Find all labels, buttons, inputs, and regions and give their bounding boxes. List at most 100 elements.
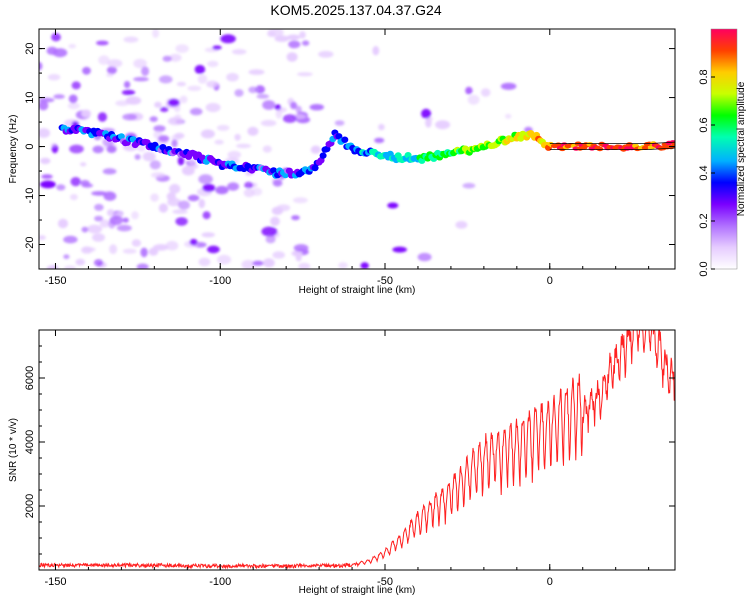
spectrogram-cell bbox=[198, 174, 213, 185]
spectrogram-cell bbox=[220, 34, 236, 44]
spectrogram-cell bbox=[421, 108, 432, 119]
track-line bbox=[549, 141, 675, 145]
spectrogram-cell bbox=[261, 226, 278, 237]
spectrogram-cell bbox=[82, 247, 96, 252]
spectrogram-cell bbox=[131, 239, 142, 247]
spectrogram-cell bbox=[260, 119, 277, 127]
spectrogram-cell bbox=[171, 139, 178, 148]
spectrogram-cell bbox=[465, 86, 473, 95]
spectrogram-cell bbox=[94, 203, 104, 211]
colorbar: 0.0 0.2 0.4 0.6 0.8 Normalized spectral ampl… bbox=[698, 28, 747, 277]
spectrogram-cell bbox=[392, 246, 408, 253]
spectrogram-cell bbox=[252, 260, 264, 266]
spectrogram-cell bbox=[47, 74, 61, 81]
spectrogram-cell bbox=[122, 113, 138, 121]
spectrogram-cell bbox=[106, 145, 117, 153]
spectrogram-cell bbox=[103, 191, 117, 201]
spectrogram-cell bbox=[282, 114, 297, 123]
spectrogram-cell bbox=[216, 124, 230, 131]
spectrogram-cell bbox=[68, 94, 78, 104]
spectrogram-cell bbox=[92, 145, 104, 154]
spectrogram-cell bbox=[39, 128, 51, 138]
spectrogram-cell bbox=[310, 145, 321, 154]
spectrogram-cell bbox=[64, 265, 76, 269]
y-tick-label: 10 bbox=[24, 91, 36, 103]
spectrogram-cell bbox=[70, 194, 78, 201]
spectrogram-cell bbox=[152, 29, 159, 38]
spectrogram-cell bbox=[69, 144, 84, 154]
spectrogram-cell bbox=[81, 183, 94, 188]
track-line bbox=[549, 147, 675, 150]
spectrogram-cell bbox=[91, 191, 107, 196]
spectrogram-cell bbox=[57, 218, 69, 229]
spectrogram-cell bbox=[293, 197, 308, 204]
spectrogram-cell bbox=[67, 102, 80, 110]
spectrogram-cell bbox=[174, 114, 182, 121]
spectrogram-cell bbox=[140, 247, 148, 258]
spectrogram-cell bbox=[234, 133, 241, 141]
spectrogram-cell bbox=[75, 258, 86, 266]
spectrogram-cell bbox=[165, 240, 179, 251]
snr-xlabel: Height of straight line (km) bbox=[299, 585, 416, 596]
spectrogram-cell bbox=[107, 59, 123, 68]
spectrogram-cell bbox=[107, 209, 115, 217]
spectrogram-cell bbox=[46, 46, 58, 55]
spectrogram-cell bbox=[206, 80, 219, 88]
spectrogram-cell bbox=[227, 182, 240, 191]
spectrogram-cell bbox=[378, 123, 385, 131]
spectrogram-cell bbox=[109, 244, 118, 255]
spectrogram-cell bbox=[387, 202, 399, 209]
spectrogram-cell bbox=[197, 74, 208, 84]
spectrogram-cell bbox=[251, 187, 263, 196]
y-tick-label: 20 bbox=[24, 42, 36, 54]
spectrogram-cell bbox=[46, 265, 59, 269]
spectrogram-cell bbox=[115, 100, 130, 107]
spectrogram-cell bbox=[198, 257, 211, 267]
spectrogram-cell bbox=[272, 179, 283, 187]
spectrogram-cell bbox=[255, 85, 265, 94]
y-tick-label: 2000 bbox=[24, 494, 36, 518]
spectrogram-cell bbox=[214, 139, 224, 145]
spectrogram-cell bbox=[92, 233, 105, 242]
spectrogram-cell bbox=[51, 33, 61, 42]
colorbar-tick-label: 0.6 bbox=[698, 117, 710, 132]
spectrogram-cell bbox=[202, 211, 211, 220]
colorbar-label: Normalized spectral amplitude bbox=[736, 81, 747, 216]
spectrogram-cell bbox=[236, 143, 251, 149]
spectrogram-cell bbox=[106, 73, 114, 77]
spectrogram-cell bbox=[81, 226, 89, 233]
spectrogram-cell bbox=[39, 61, 43, 71]
spectrogram-cell bbox=[248, 86, 258, 94]
track-cell bbox=[341, 136, 349, 143]
track-cell bbox=[335, 133, 343, 140]
spectrogram-cell bbox=[177, 156, 185, 166]
spectrogram-cell bbox=[217, 254, 232, 265]
spectrogram-cell bbox=[141, 66, 150, 76]
spectrogram-cell bbox=[39, 100, 49, 111]
spectrogram-cell bbox=[179, 95, 188, 104]
spectrogram-cell bbox=[198, 198, 205, 209]
spectrogram-cell bbox=[360, 262, 369, 269]
spectrogram-cell bbox=[480, 88, 491, 97]
spectrogram-cell bbox=[435, 120, 451, 130]
spectrogram-cell bbox=[290, 101, 298, 110]
spectrogram-cell bbox=[133, 77, 149, 82]
track-cell bbox=[671, 142, 675, 147]
spectrogram-cell bbox=[274, 35, 290, 42]
track-cell bbox=[596, 146, 604, 152]
spectrogram-cell bbox=[40, 180, 56, 189]
spectrogram-noise bbox=[39, 29, 533, 269]
x-tick-label: -100 bbox=[209, 576, 231, 588]
spectrogram-cell bbox=[102, 168, 117, 175]
spectrogram-cell bbox=[297, 72, 313, 77]
track-cell bbox=[270, 167, 278, 174]
spectrogram-cell bbox=[176, 81, 186, 87]
figure-title: KOM5.2025.137.04.37.G24 bbox=[270, 2, 442, 18]
track-cell bbox=[117, 133, 125, 140]
spectrogram-cell bbox=[270, 216, 280, 226]
spectrogram-cell bbox=[39, 235, 46, 240]
spectrogram-cell bbox=[262, 100, 276, 110]
spectrogram-cell bbox=[309, 104, 324, 111]
spectrogram-cell bbox=[207, 245, 220, 254]
